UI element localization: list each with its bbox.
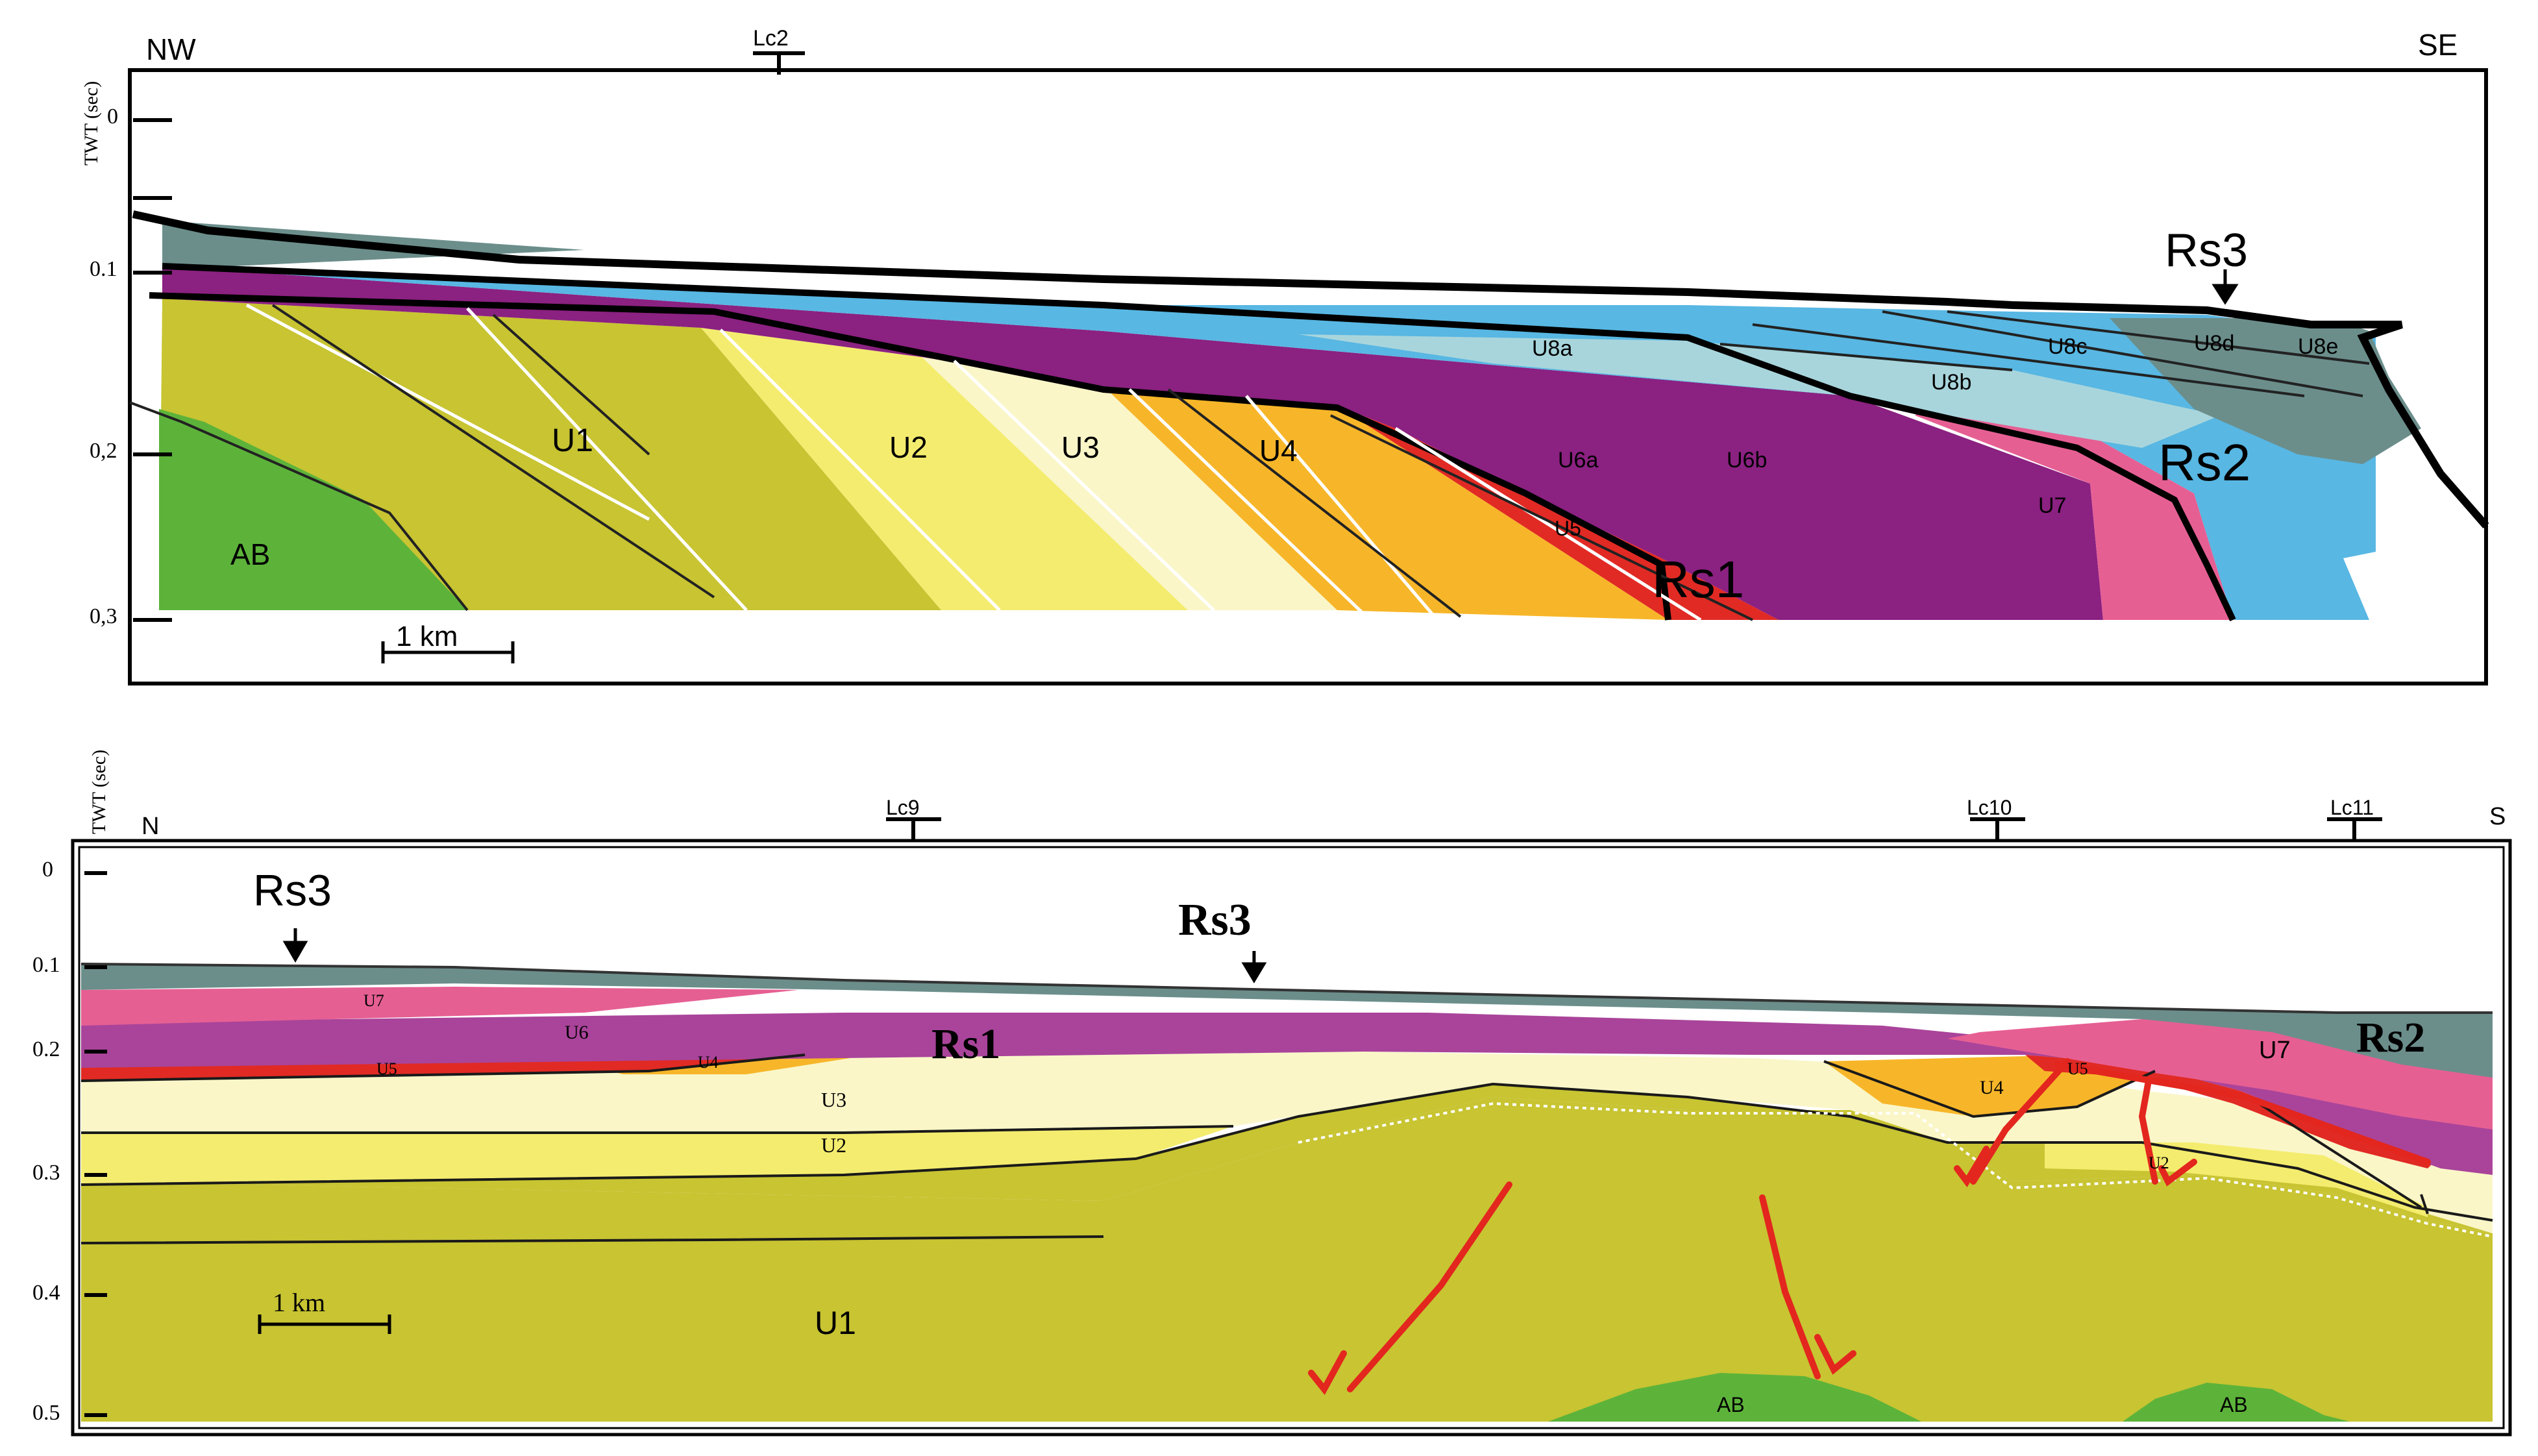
top-u7-body (1915, 396, 2233, 620)
bottom-u5a-body (81, 1055, 805, 1081)
bottom-u5b-body (2025, 1055, 2434, 1168)
bottom-well-lc11: Lc11 (2330, 796, 2374, 819)
bottom-unit-u2b: U2 (2149, 1154, 2169, 1172)
top-well-label: Lc2 (753, 26, 789, 51)
bottom-ab1-body (1548, 1373, 1921, 1422)
bottom-dashed-horizon (1298, 1102, 2493, 1238)
top-unit-u3: U3 (1061, 430, 1100, 464)
bottom-surface-rs3b: Rs3 (1178, 895, 1251, 945)
bottom-unit-u6: U6 (565, 1022, 589, 1043)
bottom-left-direction: N (142, 813, 159, 840)
bottom-tick-4: 0.4 (32, 1281, 60, 1305)
bottom-rs3a-arrow (282, 928, 308, 963)
bottom-u1-body (81, 1097, 2493, 1422)
top-surface-rs3: Rs3 (2165, 225, 2248, 277)
bottom-unit-u3: U3 (821, 1088, 846, 1111)
top-unit-u6b: U6b (1727, 448, 1767, 473)
bottom-u6-body (81, 1013, 2493, 1175)
top-scale-bar (381, 641, 515, 663)
bottom-u8-body (81, 964, 2493, 1078)
top-unit-ab: AB (230, 537, 270, 571)
top-surface-rs2: Rs2 (2158, 434, 2250, 491)
top-ab-body (159, 409, 467, 610)
top-axis-ticks (133, 118, 172, 622)
top-unit-u4: U4 (1259, 434, 1298, 467)
bottom-unit-u7b: U7 (2259, 1037, 2291, 1064)
top-u3-body (922, 357, 1337, 610)
top-tick-3: 0,3 (90, 604, 117, 628)
bottom-tick-0: 0 (42, 858, 53, 882)
bottom-scale-bar (258, 1314, 391, 1334)
bottom-ab2-body (2123, 1383, 2350, 1422)
top-well-marker (753, 51, 805, 75)
top-unit-u8c: U8c (2048, 334, 2087, 359)
bottom-unit-u7a: U7 (363, 991, 384, 1010)
bottom-well-lc10: Lc10 (1967, 796, 2012, 819)
bottom-surface-rs2: Rs2 (2356, 1014, 2425, 1061)
bottom-tick-5: 0.5 (32, 1401, 60, 1425)
top-tick-1: 0.1 (90, 257, 117, 281)
top-unit-u8b: U8b (1931, 370, 1971, 395)
top-scale-label: 1 km (396, 621, 458, 652)
top-unit-u6a: U6a (1558, 448, 1598, 473)
bottom-tick-3: 0.3 (32, 1161, 60, 1185)
bottom-surface-rs3a: Rs3 (253, 866, 332, 915)
bottom-unit-u4b: U4 (1980, 1077, 2004, 1098)
bottom-axis-ticks (84, 871, 107, 1417)
bottom-unit-u5a: U5 (376, 1059, 397, 1078)
bottom-unit-u1: U1 (815, 1305, 856, 1341)
bottom-u2-body (81, 1126, 1233, 1185)
top-unit-u5: U5 (1555, 517, 1581, 540)
bottom-section-frame (71, 839, 2512, 1437)
top-unit-u2: U2 (889, 430, 928, 464)
bottom-unit-ab1: AB (1717, 1393, 1745, 1416)
top-right-direction: SE (2418, 28, 2458, 62)
top-unit-u8e: U8e (2298, 334, 2338, 359)
top-tick-0: 0 (107, 105, 118, 129)
bottom-scale-label: 1 km (273, 1288, 325, 1317)
bottom-surface-rs1: Rs1 (931, 1020, 1000, 1068)
top-internal-reflectors-dark (129, 304, 2370, 621)
top-u2-body (701, 328, 1188, 610)
bottom-section: TWT (sec) N S 0 0.1 0.2 0.3 0.4 0.5 Lc9 … (32, 750, 2512, 1437)
bottom-tick-1: 0.1 (32, 953, 60, 977)
bottom-unit-u5b: U5 (2067, 1059, 2088, 1078)
top-u6-body (162, 266, 2103, 620)
bottom-tick-2: 0.2 (32, 1037, 60, 1061)
bottom-u2b-body (2045, 1142, 2428, 1217)
bottom-unit-u2: U2 (821, 1133, 846, 1157)
top-unit-u8a: U8a (1532, 336, 1572, 361)
bottom-seafloor (80, 963, 2493, 1014)
top-left-direction: NW (146, 32, 196, 66)
top-surface-rs1: Rs1 (1652, 550, 1744, 608)
top-axis-label: TWT (sec) (80, 81, 102, 166)
top-unit-u7: U7 (2038, 493, 2066, 518)
bottom-right-direction: S (2489, 803, 2506, 830)
top-internal-reflectors (245, 303, 1702, 622)
bottom-well-markers (886, 817, 2382, 841)
top-rs1-surface (149, 292, 1671, 621)
top-unit-u8d: U8d (2194, 331, 2234, 356)
bottom-section-frame-inner (78, 846, 2505, 1429)
bottom-unit-u4a: U4 (698, 1053, 719, 1072)
bottom-well-lc9: Lc9 (886, 796, 920, 819)
top-section: NW SE TWT (sec) 0 0.1 0,2 0,3 Lc2 1 km A (80, 26, 2489, 685)
top-rs2-surface (162, 263, 2236, 622)
bottom-faults (1308, 1058, 2431, 1395)
top-section-frame (128, 68, 2488, 685)
top-u4-body (1103, 386, 1668, 620)
top-u8a-body (1298, 334, 2220, 448)
top-seafloor-rs3 (132, 210, 2489, 528)
bottom-u7a-body (81, 987, 798, 1026)
top-rs3-arrow (2212, 269, 2239, 305)
bottom-axis-label: TWT (sec) (88, 750, 110, 834)
bottom-rs3b-arrow (1241, 951, 1267, 983)
top-unit-u1: U1 (552, 422, 593, 458)
top-tick-2: 0,2 (90, 439, 117, 463)
bottom-unit-ab2: AB (2220, 1393, 2248, 1416)
